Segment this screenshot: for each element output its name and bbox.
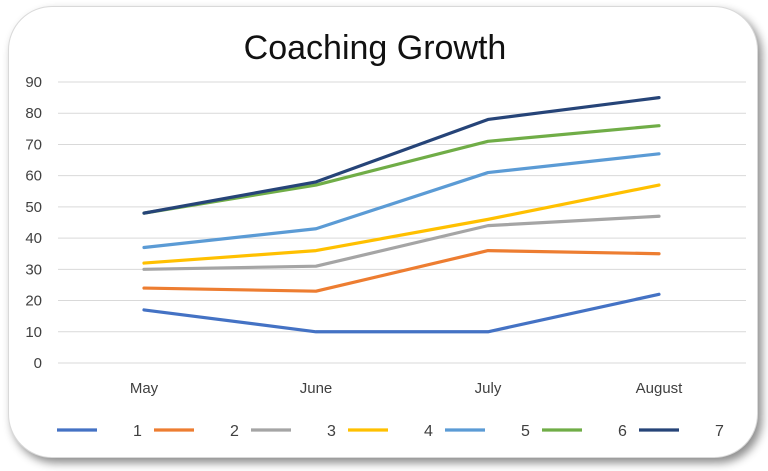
y-tick-label: 50 — [25, 199, 42, 216]
legend-label-5: 5 — [521, 423, 530, 440]
y-tick-label: 40 — [25, 230, 42, 247]
legend-label-1: 1 — [133, 423, 142, 440]
x-axis-ticks: May June July August — [130, 380, 683, 397]
legend-label-7: 7 — [715, 423, 724, 440]
x-tick-label: May — [130, 380, 159, 397]
series-line-2 — [142, 249, 661, 293]
series-lines — [142, 96, 661, 334]
y-axis-ticks: 0 10 20 30 40 50 60 70 80 90 — [25, 74, 42, 372]
y-tick-label: 90 — [25, 74, 42, 91]
chart-card — [8, 6, 758, 458]
x-tick-label: August — [636, 380, 684, 397]
x-tick-label: July — [475, 380, 502, 397]
series-line-7 — [142, 96, 661, 215]
series-line-1 — [142, 292, 661, 334]
y-tick-label: 70 — [25, 136, 42, 153]
y-tick-label: 30 — [25, 261, 42, 278]
legend-label-2: 2 — [230, 423, 239, 440]
gridlines — [58, 81, 746, 364]
legend: 1 2 3 4 5 6 7 — [57, 423, 724, 440]
legend-label-4: 4 — [424, 423, 433, 440]
chart-title: Coaching Growth — [244, 29, 507, 67]
y-tick-label: 0 — [34, 355, 42, 372]
series-line-4 — [142, 183, 661, 265]
y-tick-label: 10 — [25, 324, 42, 341]
x-tick-label: June — [300, 380, 333, 397]
legend-label-6: 6 — [618, 423, 627, 440]
series-line-5 — [142, 152, 661, 250]
y-tick-label: 60 — [25, 168, 42, 185]
legend-label-3: 3 — [327, 423, 336, 440]
y-tick-label: 80 — [25, 105, 42, 122]
y-tick-label: 20 — [25, 293, 42, 310]
series-line-3 — [142, 214, 661, 271]
